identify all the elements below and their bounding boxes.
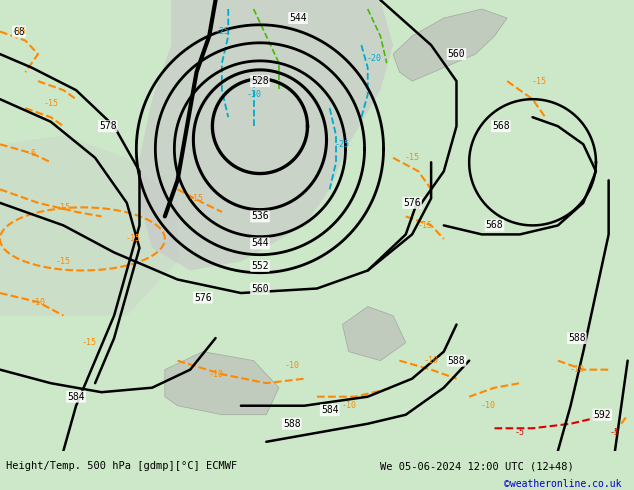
Text: 544: 544 xyxy=(289,13,307,23)
Polygon shape xyxy=(0,135,178,316)
Text: -15: -15 xyxy=(81,338,96,347)
Text: -10: -10 xyxy=(424,356,439,365)
Text: 578: 578 xyxy=(99,121,117,131)
Text: -15: -15 xyxy=(56,257,71,266)
Text: -6: -6 xyxy=(27,149,37,158)
Text: 568: 568 xyxy=(492,121,510,131)
Text: 528: 528 xyxy=(251,76,269,86)
Text: 576: 576 xyxy=(403,198,421,208)
Text: -20: -20 xyxy=(366,54,382,63)
Text: 536: 536 xyxy=(251,211,269,221)
Text: 576: 576 xyxy=(194,293,212,302)
Text: -15: -15 xyxy=(43,99,58,108)
Text: -30: -30 xyxy=(246,90,261,99)
Text: 592: 592 xyxy=(593,410,611,420)
Text: -15: -15 xyxy=(531,76,547,86)
Text: -15: -15 xyxy=(11,27,27,36)
Text: -10: -10 xyxy=(341,401,356,410)
Text: -5: -5 xyxy=(610,428,620,437)
Text: 544: 544 xyxy=(251,239,269,248)
Text: -10: -10 xyxy=(30,297,46,307)
Text: -10: -10 xyxy=(208,369,223,379)
Text: -25: -25 xyxy=(214,27,230,36)
Text: -15: -15 xyxy=(417,221,432,230)
Text: -15: -15 xyxy=(126,234,141,244)
Text: 552: 552 xyxy=(251,261,269,271)
Text: -15: -15 xyxy=(56,203,71,212)
Text: -25: -25 xyxy=(335,140,350,149)
Text: -10: -10 xyxy=(481,401,496,410)
Text: 560: 560 xyxy=(448,49,465,59)
Text: 68: 68 xyxy=(13,26,25,37)
Text: -15: -15 xyxy=(404,153,420,162)
Text: Height/Temp. 500 hPa [gdmp][°C] ECMWF: Height/Temp. 500 hPa [gdmp][°C] ECMWF xyxy=(6,462,238,471)
Text: 584: 584 xyxy=(321,405,339,415)
Text: We 05-06-2024 12:00 UTC (12+48): We 05-06-2024 12:00 UTC (12+48) xyxy=(380,462,574,471)
Text: 560: 560 xyxy=(251,284,269,294)
Polygon shape xyxy=(165,352,279,415)
Text: 588: 588 xyxy=(448,356,465,366)
Text: -10: -10 xyxy=(284,361,299,369)
Polygon shape xyxy=(342,307,406,361)
Text: 584: 584 xyxy=(67,392,85,402)
Text: -15: -15 xyxy=(189,194,204,203)
Text: 588: 588 xyxy=(283,419,301,429)
Text: ©weatheronline.co.uk: ©weatheronline.co.uk xyxy=(504,479,621,489)
Text: -10: -10 xyxy=(569,365,585,374)
Polygon shape xyxy=(139,0,393,270)
Polygon shape xyxy=(393,9,507,81)
Text: -5: -5 xyxy=(515,428,525,437)
Text: 588: 588 xyxy=(568,333,586,343)
Text: 568: 568 xyxy=(486,220,503,230)
